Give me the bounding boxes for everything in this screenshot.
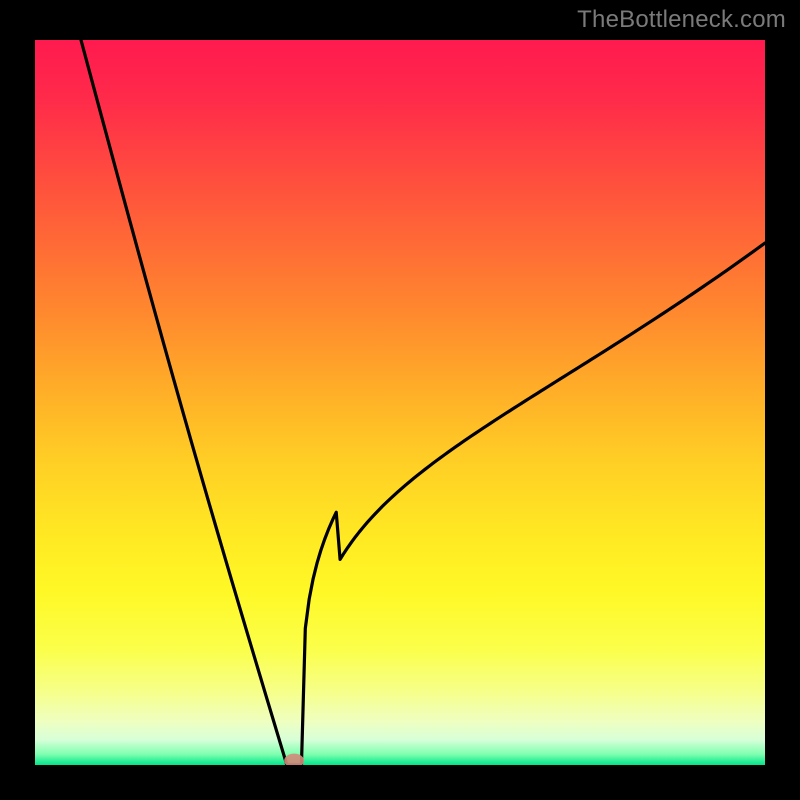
chart-background [35,40,765,765]
watermark-text: TheBottleneck.com [577,6,786,34]
chart-frame: TheBottleneck.com [0,0,800,800]
bottleneck-chart [35,40,765,765]
plot-container [35,40,765,765]
